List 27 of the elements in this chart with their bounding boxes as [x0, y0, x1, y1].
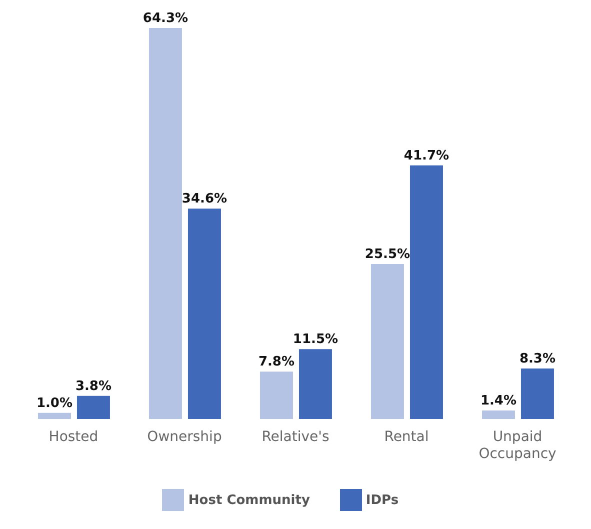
data-label: 11.5%: [292, 332, 338, 348]
bar: [482, 410, 515, 419]
bar: [520, 368, 554, 419]
x-tick-label: Rental: [384, 429, 429, 445]
legend-label: Host Community: [188, 493, 310, 508]
bar: [38, 412, 71, 419]
bar: [260, 372, 293, 419]
x-tick-label: Hosted: [48, 429, 98, 445]
data-label: 25.5%: [364, 246, 410, 262]
data-label: 34.6%: [182, 192, 228, 207]
bar: [298, 349, 332, 419]
data-label: 7.8%: [258, 354, 295, 370]
data-label: 41.7%: [404, 148, 450, 164]
x-tick-label: Ownership: [147, 429, 222, 445]
bar: [410, 165, 443, 419]
data-label: 3.8%: [75, 378, 112, 394]
legend-label: IDPs: [366, 493, 399, 508]
bar: [148, 28, 182, 419]
bar: [370, 264, 404, 419]
bar: [76, 396, 110, 419]
data-label: 1.0%: [36, 396, 73, 411]
bar: [188, 208, 221, 419]
x-tick-label: Relative's: [262, 429, 330, 445]
data-label: 64.3%: [142, 11, 188, 26]
x-tick-label: Unpaid Occupancy: [478, 429, 556, 462]
data-label: 8.3%: [519, 352, 556, 367]
data-label: 1.4%: [480, 393, 517, 408]
